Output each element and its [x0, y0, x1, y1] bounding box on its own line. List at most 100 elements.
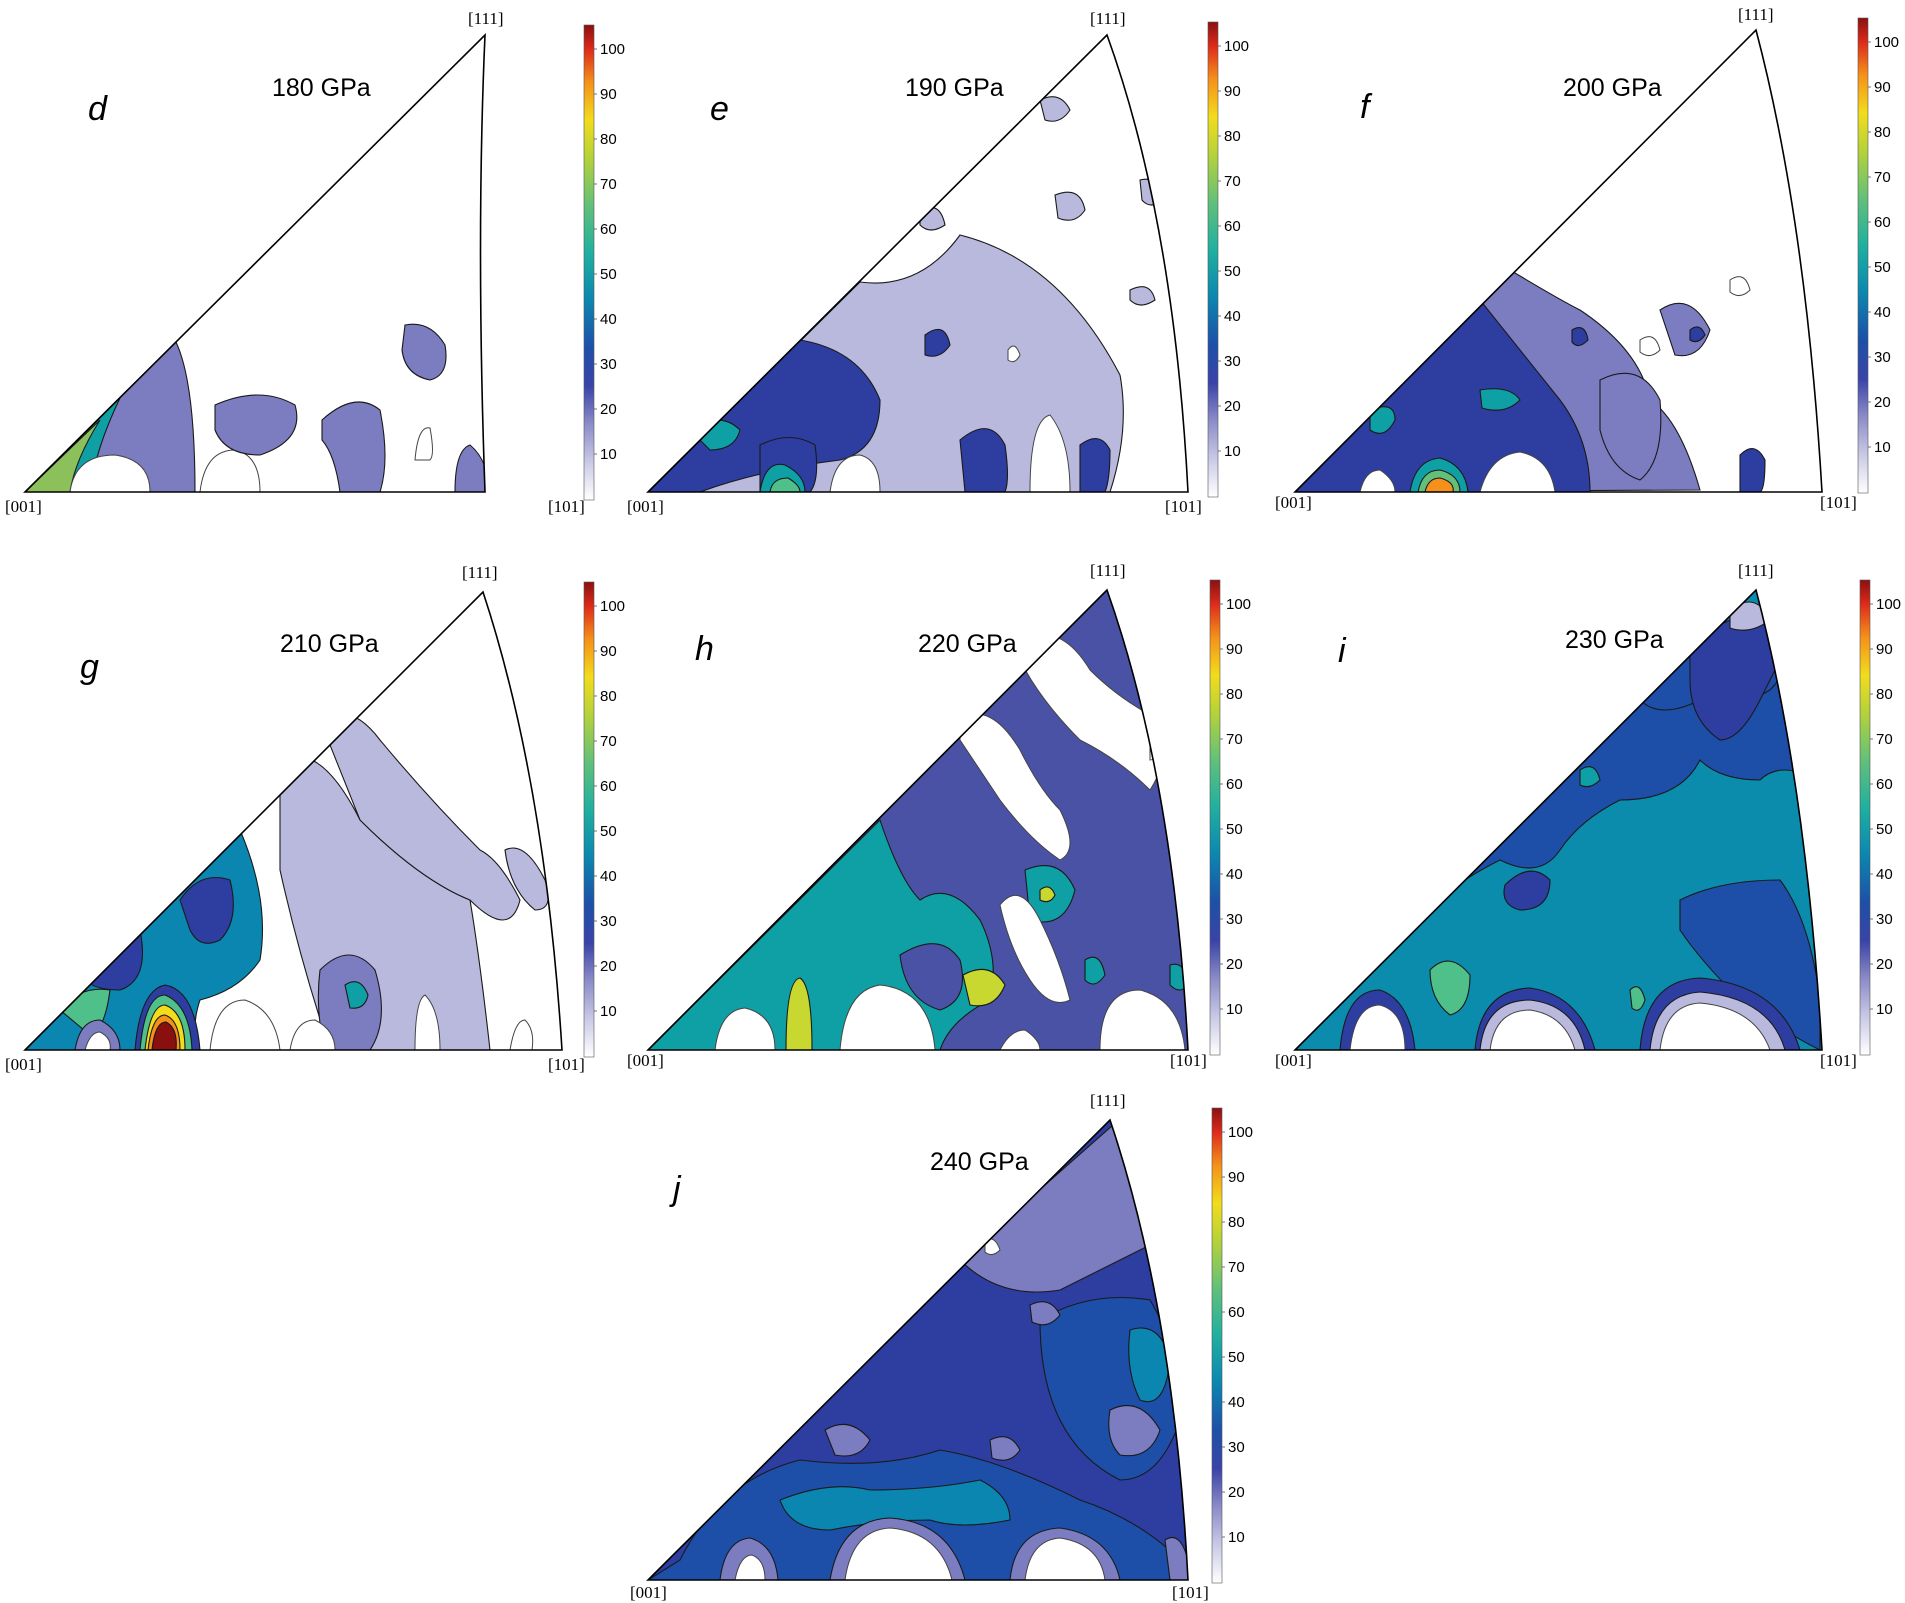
- panel-h-letter: h: [695, 630, 714, 668]
- panel-d-colorbar: 100 90 80 70 60 50 40 30 20 10: [583, 24, 625, 501]
- colorbar-tick-label: 70: [1228, 1259, 1245, 1276]
- panel-e-corner-top: [111]: [1090, 9, 1126, 28]
- colorbar-tick-label: 30: [1228, 1439, 1245, 1456]
- colorbar-tick-label: 10: [600, 1003, 617, 1020]
- colorbar-tick-label: 40: [1226, 866, 1243, 883]
- colorbar-tick-label: 60: [1876, 776, 1893, 793]
- colorbar-tick-label: 30: [1224, 353, 1241, 370]
- colorbar-tick-label: 10: [1876, 1001, 1893, 1018]
- panel-e-triangle: [646, 33, 1189, 493]
- panel-f-contours: [1295, 269, 1766, 492]
- panel-h-title: 220 GPa: [918, 630, 1017, 658]
- panel-i-contours: [1295, 590, 1822, 1050]
- panel-i-corner-right: [101]: [1820, 1051, 1857, 1070]
- panel-e: e 190 GPa [111] [001] [101] 100 90 80 70 60 5…: [627, 9, 1249, 516]
- panel-i: i 230 GPa [111] [001] [101] 100 90 80 70 60 5…: [1275, 561, 1901, 1070]
- colorbar-tick-label: 20: [1228, 1484, 1245, 1501]
- colorbar-tick-label: 60: [600, 778, 617, 795]
- colorbar-tick-label: 30: [1874, 349, 1891, 366]
- colorbar-tick-label: 80: [1226, 686, 1243, 703]
- colorbar-tick-label: 70: [600, 176, 617, 193]
- colorbar-tick-label: 70: [1226, 731, 1243, 748]
- colorbar-tick-label: 70: [1224, 173, 1241, 190]
- panel-g-triangle: [23, 590, 563, 1051]
- panel-d-corner-top: [111]: [468, 9, 504, 28]
- colorbar-tick-label: 80: [1874, 124, 1891, 141]
- panel-j-corner-left: [001]: [630, 1583, 667, 1602]
- panel-f-triangle: [1293, 28, 1823, 493]
- panel-h-colorbar: 100 90 80 70 60 50 40 30 20 10: [1209, 579, 1251, 1056]
- panel-j-contours: [648, 1120, 1188, 1580]
- colorbar-tick-label: 100: [1876, 596, 1901, 613]
- colorbar-tick-label: 60: [1226, 776, 1243, 793]
- panel-i-title: 230 GPa: [1565, 626, 1664, 654]
- colorbar-tick-label: 80: [600, 131, 617, 148]
- colorbar-tick-label: 10: [1226, 1001, 1243, 1018]
- colorbar-tick-label: 20: [1876, 956, 1893, 973]
- colorbar-tick-label: 90: [1874, 79, 1891, 96]
- panel-j-letter: j: [669, 1170, 682, 1208]
- colorbar-tick-label: 70: [600, 733, 617, 750]
- colorbar-tick-label: 70: [1876, 731, 1893, 748]
- panel-f: f 200 GPa [111] [001] [101] 100 90 80 70 60 5…: [1275, 5, 1899, 512]
- colorbar-tick-label: 20: [1226, 956, 1243, 973]
- colorbar-tick-label: 40: [1224, 308, 1241, 325]
- colorbar-tick-label: 60: [1224, 218, 1241, 235]
- panel-j-colorbar: 100 90 80 70 60 50 40 30 20 10: [1211, 1107, 1253, 1584]
- panel-j: j 240 GPa [111] [001] [101] 100 90 80 70 60 5…: [630, 1091, 1253, 1602]
- panel-d-corner-left: [001]: [5, 497, 42, 516]
- colorbar-tick-label: 80: [600, 688, 617, 705]
- panel-f-corner-top: [111]: [1738, 5, 1774, 24]
- panel-d-contours: [25, 323, 485, 492]
- colorbar-tick-label: 30: [600, 913, 617, 930]
- colorbar-tick-label: 50: [1876, 821, 1893, 838]
- colorbar-tick-label: 10: [1228, 1529, 1245, 1546]
- colorbar-tick-label: 60: [1228, 1304, 1245, 1321]
- colorbar-tick-label: 90: [1876, 641, 1893, 658]
- panel-e-letter: e: [710, 90, 729, 128]
- panel-i-corner-top: [111]: [1738, 561, 1774, 580]
- colorbar-tick-label: 10: [600, 446, 617, 463]
- colorbar-tick-label: 100: [600, 598, 625, 615]
- panel-e-contours: [648, 96, 1166, 492]
- colorbar-tick-label: 30: [600, 356, 617, 373]
- colorbar-tick-label: 50: [600, 823, 617, 840]
- colorbar-tick-label: 100: [1874, 34, 1899, 51]
- panel-j-corner-top: [111]: [1090, 1091, 1126, 1110]
- panel-d: d 180 GPa [111] [001] [101] 100 90 80 70 60 5…: [5, 9, 625, 516]
- colorbar-tick-label: 90: [600, 86, 617, 103]
- panel-g-corner-right: [101]: [548, 1055, 585, 1074]
- panel-g-corner-top: [111]: [462, 563, 498, 582]
- panel-f-colorbar: 100 90 80 70 60 50 40 30 20 10: [1857, 17, 1899, 494]
- panel-d-triangle: [23, 32, 486, 493]
- panel-i-triangle: [1293, 588, 1823, 1051]
- colorbar-tick-label: 40: [1874, 304, 1891, 321]
- colorbar-tick-label: 50: [1228, 1349, 1245, 1366]
- colorbar-tick-label: 30: [1226, 911, 1243, 928]
- colorbar-tick-label: 80: [1876, 686, 1893, 703]
- colorbar-tick-label: 100: [1226, 596, 1251, 613]
- colorbar-tick-label: 70: [1874, 169, 1891, 186]
- colorbar-tick-label: 90: [1228, 1169, 1245, 1186]
- colorbar-tick-label: 20: [600, 401, 617, 418]
- colorbar-tick-label: 50: [1224, 263, 1241, 280]
- panel-g-letter: g: [80, 648, 99, 686]
- panel-g-colorbar: 100 90 80 70 60 50 40 30 20 10: [583, 581, 625, 1058]
- colorbar-tick-label: 60: [600, 221, 617, 238]
- panel-i-corner-left: [001]: [1275, 1051, 1312, 1070]
- colorbar-tick-label: 30: [1876, 911, 1893, 928]
- panel-g: g 210 GPa [111] [001] [101] 100 90 80 70 60 5…: [5, 563, 625, 1074]
- colorbar-tick-label: 90: [600, 643, 617, 660]
- colorbar-tick-label: 10: [1874, 439, 1891, 456]
- colorbar-tick-label: 10: [1224, 443, 1241, 460]
- panel-d-corner-right: [101]: [548, 497, 585, 516]
- panel-f-title: 200 GPa: [1563, 74, 1662, 102]
- panel-h-triangle: [646, 588, 1189, 1051]
- panel-i-letter: i: [1338, 632, 1347, 670]
- panel-d-title: 180 GPa: [272, 74, 371, 102]
- panel-j-triangle: [646, 1118, 1189, 1581]
- panel-h-corner-left: [001]: [627, 1051, 664, 1070]
- colorbar-tick-label: 20: [1874, 394, 1891, 411]
- colorbar-tick-label: 20: [600, 958, 617, 975]
